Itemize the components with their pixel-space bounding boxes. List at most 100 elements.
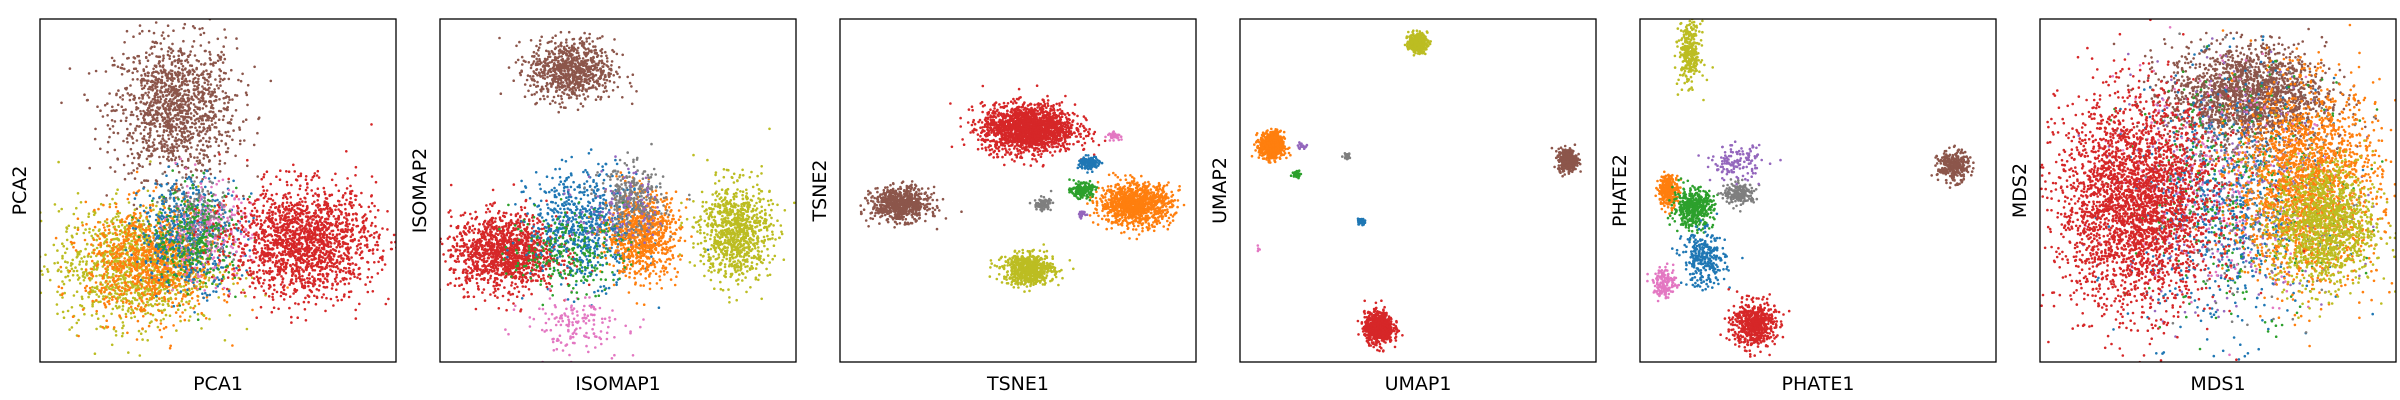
scatter-point [169, 344, 172, 348]
scatter-point [214, 199, 217, 203]
scatter-point [217, 228, 220, 232]
scatter-point [95, 299, 98, 302]
scatter-point [136, 78, 139, 81]
scatter-point [169, 118, 172, 122]
scatter-point [172, 273, 176, 277]
scatter-point [245, 93, 249, 97]
scatter-point [178, 244, 181, 247]
scatter-point [149, 120, 153, 123]
scatter-point [269, 227, 273, 230]
scatter-point [189, 306, 192, 309]
scatter-point [65, 230, 68, 233]
scatter-point [172, 270, 176, 274]
scatter-point [68, 328, 71, 331]
scatter-point [117, 275, 121, 278]
scatter-point [82, 279, 86, 282]
scatter-point [140, 291, 144, 295]
scatter-point [137, 235, 141, 239]
scatter-point [176, 213, 180, 217]
scatter-point [207, 177, 211, 180]
scatter-point [223, 57, 227, 61]
scatter-point [248, 195, 251, 199]
scatter-point [199, 249, 203, 252]
scatter-point [224, 36, 228, 39]
scatter-point [364, 213, 367, 216]
scatter-point [170, 278, 173, 282]
scatter-point [208, 57, 212, 60]
scatter-point [231, 98, 234, 101]
scatter-point [217, 130, 221, 133]
scatter-point [194, 185, 198, 189]
scatter-point [199, 33, 202, 36]
scatter-point [146, 74, 150, 78]
scatter-point [106, 265, 109, 268]
scatter-point [70, 234, 74, 238]
scatter-point [84, 200, 88, 204]
scatter-point [181, 186, 184, 189]
scatter-point [126, 57, 129, 60]
scatter-point [183, 82, 187, 86]
scatter-point [218, 271, 222, 274]
scatter-point [180, 225, 184, 228]
scatter-point [171, 217, 174, 221]
scatter-point [206, 217, 210, 221]
scatter-point [174, 257, 178, 260]
scatter-point [85, 284, 88, 288]
scatter-point [209, 93, 213, 96]
scatter-point [194, 258, 198, 262]
scatter-point [131, 78, 135, 81]
scatter-point [159, 224, 163, 227]
scatter-point [163, 226, 166, 229]
scatter-point [97, 229, 101, 233]
scatter-point [191, 243, 194, 246]
scatter-point [168, 226, 171, 229]
scatter-point [190, 180, 193, 183]
scatter-point [112, 276, 115, 280]
scatter-point [197, 185, 200, 188]
scatter-point [159, 69, 163, 72]
scatter-point [120, 223, 124, 227]
scatter-point [192, 258, 195, 262]
scatter-point [209, 210, 213, 214]
scatter-point [122, 52, 125, 56]
scatter-point [103, 103, 107, 107]
scatter-point [226, 108, 229, 112]
scatter-point [142, 314, 145, 318]
scatter-point [160, 115, 164, 119]
scatter-point [155, 41, 159, 45]
scatter-point [85, 260, 88, 263]
scatter-point [87, 72, 91, 75]
scatter-point [222, 208, 226, 212]
scatter-point [123, 67, 126, 71]
scatter-point [226, 216, 229, 220]
scatter-point [124, 283, 128, 286]
scatter-point [170, 90, 173, 93]
scatter-point [139, 112, 143, 116]
scatter-point [176, 61, 180, 64]
scatter-point [62, 282, 66, 286]
scatter-point [140, 150, 143, 154]
scatter-point [193, 275, 196, 279]
scatter-point [66, 309, 70, 313]
scatter-point [209, 225, 213, 229]
scatter-point [224, 143, 228, 146]
scatter-point [46, 268, 49, 271]
scatter-point [188, 236, 192, 240]
scatter-point [128, 267, 131, 271]
scatter-point [208, 230, 211, 233]
scatter-point [140, 265, 143, 268]
scatter-point [107, 299, 111, 303]
scatter-point [142, 204, 145, 208]
scatter-point [135, 170, 139, 174]
scatter-point [169, 268, 173, 272]
scatter-point [158, 155, 161, 159]
scatter-point [209, 233, 212, 237]
scatter-point [238, 128, 242, 131]
scatter-point [90, 273, 94, 276]
scatter-point [186, 166, 190, 170]
scatter-point [98, 289, 101, 292]
scatter-point [211, 229, 214, 232]
scatter-point [93, 352, 97, 356]
scatter-point [185, 207, 189, 211]
scatter-point [170, 73, 174, 77]
